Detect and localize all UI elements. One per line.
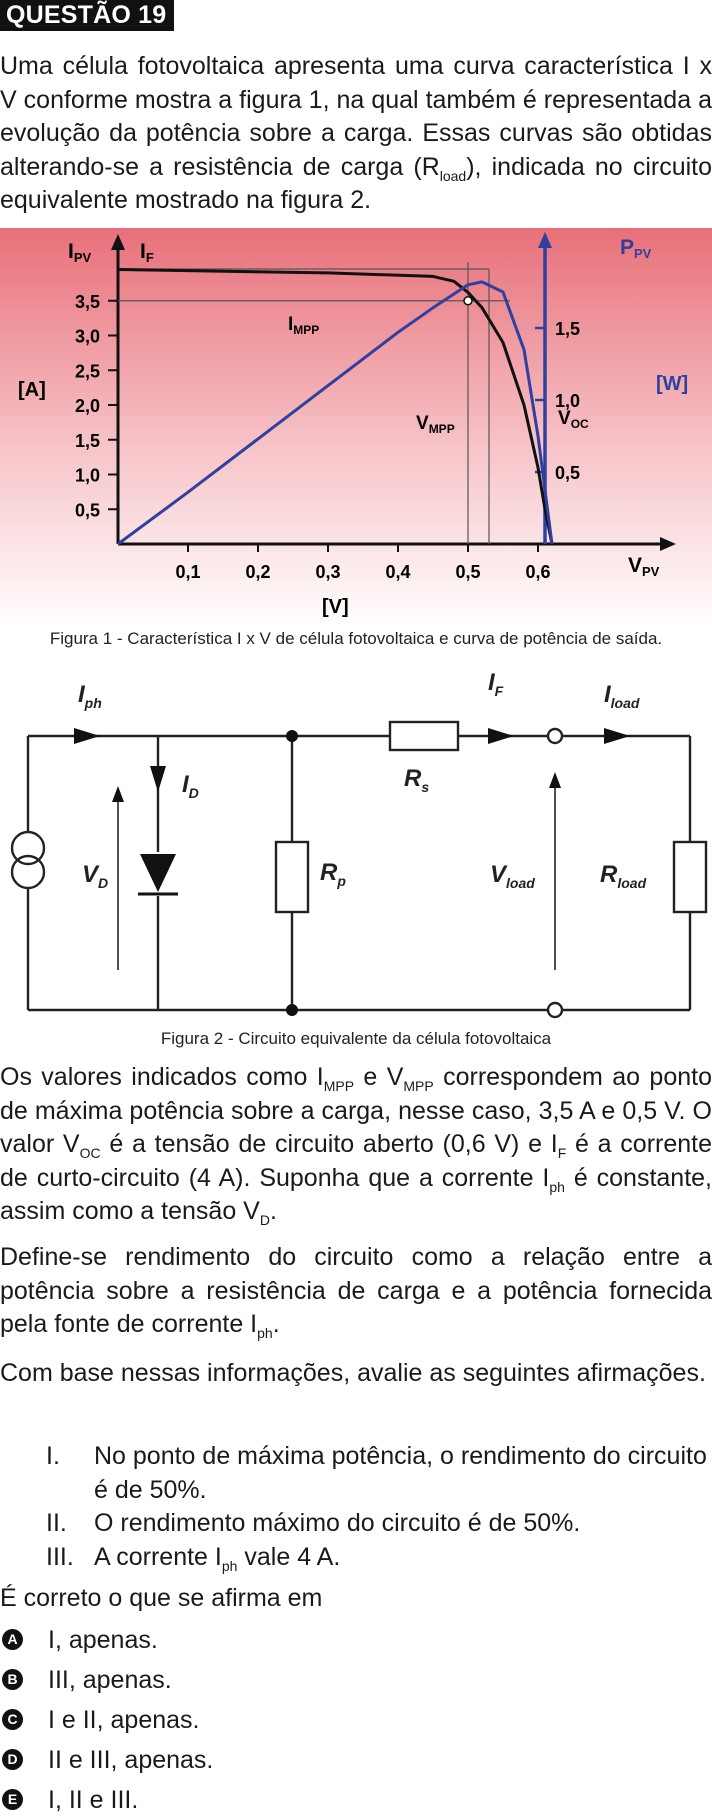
x-tick-label: 0,1 — [175, 562, 200, 582]
right-unit-label: [W] — [656, 373, 688, 395]
figure1-caption: Figura 1 - Característica I x V de célul… — [49, 629, 663, 648]
left-tick-label: 3,0 — [75, 327, 100, 347]
body-paragraph-2: Define-se rendimento do circuito como a … — [0, 1243, 712, 1341]
x-tick-label: 0,3 — [315, 562, 340, 582]
x-tick-label: 0,6 — [525, 562, 550, 582]
arrow-right-icon — [604, 728, 630, 744]
power-curve — [117, 280, 554, 546]
body-paragraph-1: Os valores indicados como IMPP e VMPP co… — [0, 1063, 712, 1228]
left-tick-label: 3,5 — [75, 292, 100, 312]
impp-label: IMPP — [288, 314, 319, 337]
right-axis-arrow-icon — [538, 232, 552, 248]
current-source-icon — [10, 830, 46, 890]
rs-resistor — [388, 720, 460, 752]
mpp-point — [463, 296, 473, 306]
current-curve — [117, 268, 554, 545]
option-letter-badge: C — [2, 1709, 23, 1730]
arrow-right-icon — [74, 728, 100, 744]
left-unit-label: [A] — [18, 379, 46, 401]
rp-resistor — [274, 840, 310, 914]
left-tick-label: 2,0 — [75, 396, 100, 416]
rload-resistor — [672, 840, 708, 914]
left-tick-label: 2,5 — [75, 361, 100, 381]
arrow-right-icon — [488, 728, 514, 744]
x-axis-label: VPV — [628, 554, 660, 579]
if-label: IF — [488, 670, 504, 699]
iload-label: Iload — [604, 681, 640, 711]
x-tick-label: 0,4 — [385, 562, 410, 582]
x-tick-label: 0,2 — [245, 562, 270, 582]
left-axis-label: IPV — [68, 240, 92, 265]
arrow-up-icon — [112, 786, 124, 802]
x-tick-label: 0,5 — [455, 562, 480, 582]
iph-label: Iph — [78, 681, 102, 711]
rload-label: Rload — [600, 861, 647, 891]
right-tick-label: 0,5 — [555, 463, 580, 483]
option-letter-badge: D — [2, 1749, 23, 1770]
right-axis-label: PPV — [620, 236, 652, 261]
option-letter-badge: E — [2, 1789, 23, 1810]
option-letter-badge: A — [2, 1629, 23, 1650]
left-tick-label: 0,5 — [75, 500, 100, 520]
arrow-up-icon — [549, 772, 561, 788]
arrow-down-icon — [150, 766, 166, 792]
right-tick-label: 1,5 — [555, 319, 580, 339]
x-axis-arrow-icon — [660, 537, 676, 551]
option-letter-badge: B — [2, 1669, 23, 1690]
rs-label: Rs — [404, 765, 429, 795]
if-axis-label: IF — [140, 240, 154, 265]
vd-label: VD — [82, 861, 108, 891]
chart-background — [0, 228, 712, 628]
left-tick-label: 1,5 — [75, 431, 100, 451]
statement-item: II. O rendimento máximo do circuito é de… — [46, 1509, 581, 1537]
statement-item: I. No ponto de máxima potência, o rendim… — [46, 1442, 707, 1504]
statement-item: III. A corrente Iph vale 4 A. — [46, 1543, 341, 1574]
vmpp-label: VMPP — [416, 413, 455, 436]
figure2-caption: Figura 2 - Circuito equivalente da célul… — [160, 1029, 552, 1048]
question-number: QUESTÃO 19 — [0, 0, 175, 31]
x-unit-label: [V] — [322, 596, 349, 618]
body-paragraph-3: Com base nessas informações, avalie as s… — [0, 1359, 706, 1387]
circuit-diagram: Iph IF Iload ID VD Rs Rp Vload Rload — [10, 670, 708, 1019]
right-tick-label: 1,0 — [555, 391, 580, 411]
iv-chart: 0,5 1,0 1,5 2,0 2,5 3,0 3,5 0,5 1,0 1,5 0,1 0,2 0,3 0… — [0, 228, 712, 628]
vload-label: Vload — [490, 861, 535, 891]
id-label: ID — [182, 771, 199, 801]
left-axis-arrow-icon — [111, 234, 125, 250]
diode-icon — [138, 854, 178, 896]
intro-paragraph: Uma célula fotovoltaica apresenta uma cu… — [0, 52, 712, 214]
voc-label: VOC — [558, 408, 589, 431]
answer-prompt: É correto o que se afirma em — [0, 1584, 323, 1612]
left-tick-label: 1,0 — [75, 466, 100, 486]
rp-label: Rp — [320, 859, 346, 889]
